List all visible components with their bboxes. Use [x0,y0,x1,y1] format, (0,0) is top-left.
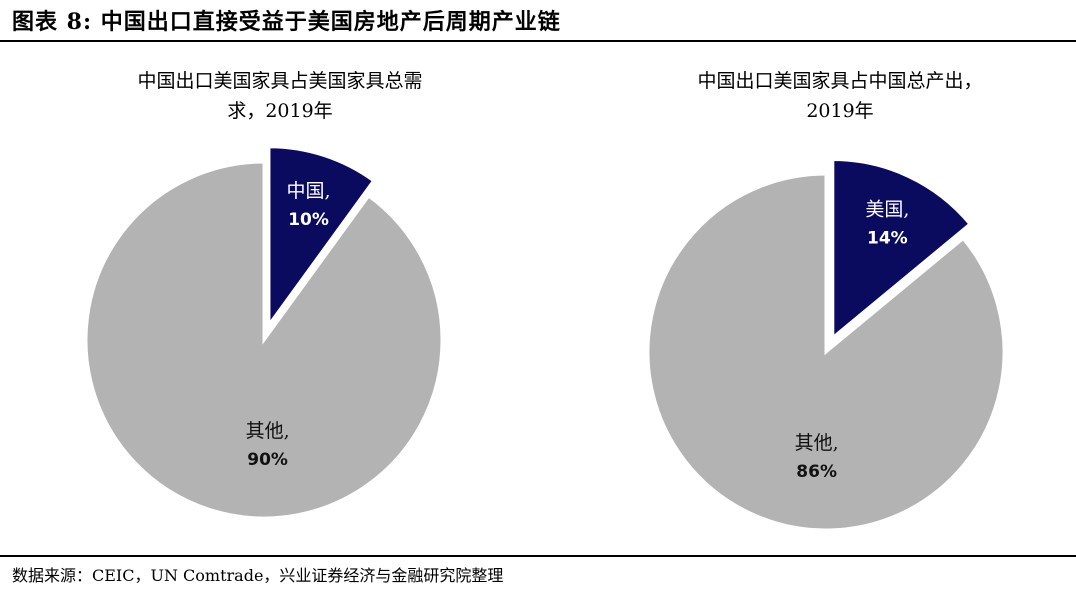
chart-1-slice-1-name: 中国, [287,180,331,202]
source-divider [0,555,1076,557]
chart-2-slice-1-name: 美国, [865,199,909,221]
chart-1-slice-2 [84,160,444,520]
chart-2-title-line1: 中国出口美国家具占中国总产出， [697,70,983,92]
chart-1-slice-1-value: 10% [288,210,329,230]
chart-1-title-line2: 求，2019年 [227,100,333,122]
chart-1-slice-2-name: 其他, [246,420,290,442]
chart-2-title-line2: 2019年 [806,100,874,122]
chart-2-slice-1-value: 14% [867,229,908,249]
title-divider [0,40,1076,42]
chart-2-slice-2 [646,172,1006,532]
chart-1-title: 中国出口美国家具占美国家具总需 求，2019年 [70,66,490,126]
chart-2-slice-1 [831,158,973,341]
figure-title: 图表 8: 中国出口直接受益于美国房地产后周期产业链 [12,9,561,35]
source-note: 数据来源：CEIC，UN Comtrade，兴业证券经济与金融研究院整理 [12,566,504,585]
chart-1-slice-1 [267,145,376,330]
chart-2-title: 中国出口美国家具占中国总产出， 2019年 [630,66,1050,126]
chart-1-title-line1: 中国出口美国家具占美国家具总需 [137,70,423,92]
chart-2-slice-2-name: 其他, [795,432,839,454]
chart-1-slice-2-value: 90% [247,450,288,470]
chart-2-slice-2-value: 86% [796,462,837,482]
